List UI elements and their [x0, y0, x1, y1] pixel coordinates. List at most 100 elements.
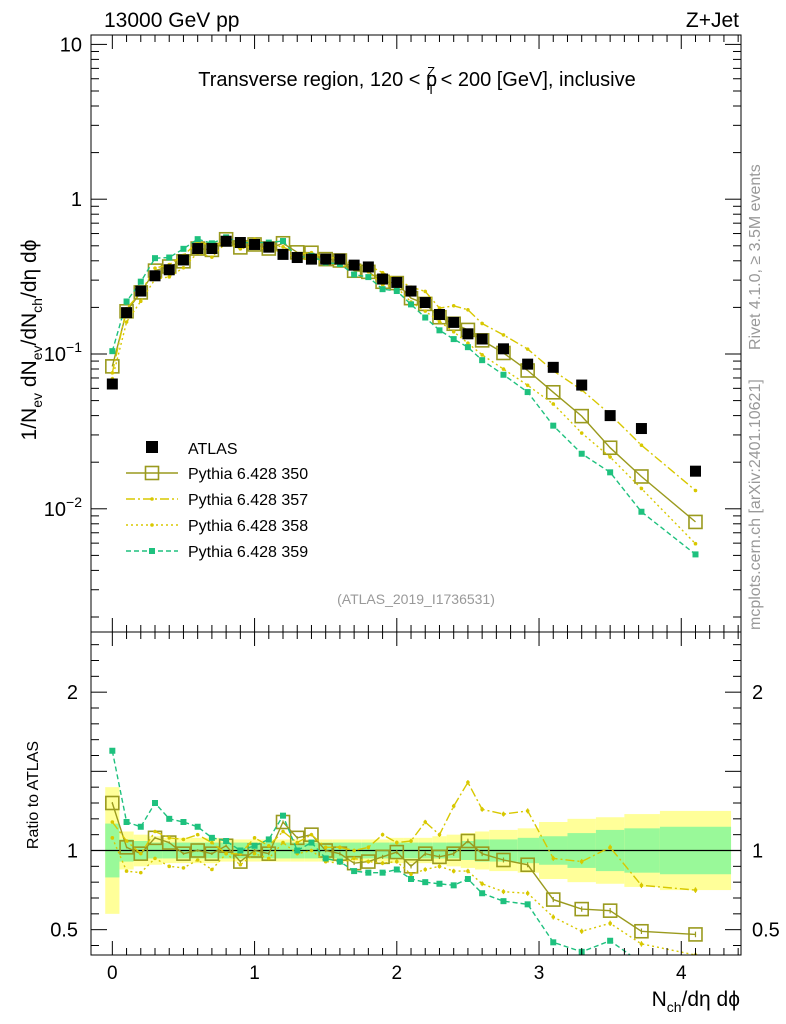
- ratio-point-3: [550, 939, 557, 946]
- data-point: [448, 316, 460, 328]
- series-point-1: [480, 321, 484, 326]
- ratio-point-2: [608, 921, 612, 926]
- series-point-3: [194, 236, 201, 243]
- main-plot-panel: 10 1 10−1 10−2 Transverse region, 120 < pZ T…: [18, 34, 742, 633]
- ratio-point-0: [133, 846, 149, 861]
- series-point-1: [437, 306, 442, 310]
- ratio-point-3: [123, 819, 130, 825]
- ratio-point-0: [432, 849, 447, 865]
- data-point: [419, 297, 431, 309]
- ratio-point-3: [237, 847, 244, 854]
- ratio-point-2: [252, 851, 257, 856]
- ratio-point-3: [379, 869, 386, 876]
- ratio-point-3: [607, 937, 614, 944]
- ratio-point-1: [579, 859, 584, 864]
- ratio-point-2: [153, 856, 157, 861]
- series-point-3: [152, 255, 159, 262]
- ratio-point-3: [479, 890, 486, 897]
- ratio-point-2: [266, 856, 271, 861]
- ratio-point-1: [153, 829, 157, 834]
- ratio-point-1: [409, 839, 413, 843]
- ratio-point-2: [238, 862, 243, 867]
- series-point-2: [579, 431, 584, 435]
- ratio-point-0: [403, 859, 419, 874]
- series-point-3: [524, 389, 531, 396]
- ratio-point-2: [380, 861, 385, 865]
- legend-marker-1: [150, 497, 154, 501]
- ratio-point-2: [352, 856, 356, 861]
- x-tick-label: 3: [534, 963, 545, 984]
- y-tick-label: 1: [71, 189, 82, 211]
- data-point: [522, 358, 534, 370]
- data-point: [234, 237, 246, 249]
- ratio-point-2: [138, 870, 143, 875]
- ratio-point-1: [323, 845, 328, 850]
- ratio-point-2: [525, 891, 530, 896]
- series-point-2: [167, 275, 172, 279]
- process-label: Z+Jet: [686, 9, 739, 32]
- ratio-point-2: [501, 889, 506, 894]
- ratio-point-2: [480, 881, 484, 886]
- ratio-point-3: [692, 960, 698, 966]
- ratio-point-0: [688, 927, 703, 942]
- series-point-3: [607, 469, 614, 476]
- data-point: [476, 333, 488, 345]
- series-point-3: [436, 327, 443, 334]
- ratio-point-0: [361, 854, 376, 869]
- series-point-1: [501, 333, 506, 337]
- series-point-3: [109, 348, 116, 355]
- ratio-point-3: [464, 876, 471, 882]
- ratio-point-3: [223, 838, 230, 844]
- series-point-2: [525, 383, 530, 388]
- ratio-point-3: [393, 866, 400, 873]
- ratio-point-1: [210, 840, 214, 845]
- series-point-3: [578, 450, 585, 457]
- ratio-point-2: [437, 864, 442, 869]
- ratio-point-1: [281, 829, 285, 834]
- ratio-point-2: [281, 840, 285, 845]
- ratio-point-1: [466, 780, 470, 785]
- ratio-point-3: [294, 847, 301, 854]
- series-point-2: [608, 455, 612, 459]
- ratio-point-1: [423, 820, 428, 824]
- data-point: [220, 235, 232, 247]
- ratio-point-0: [574, 901, 590, 917]
- series-point-3: [450, 336, 457, 343]
- ratio-point-2: [579, 929, 584, 934]
- data-point: [362, 261, 374, 273]
- analysis-label: (ATLAS_2019_I1736531): [337, 591, 495, 607]
- data-point: [177, 254, 189, 266]
- series-point-2: [501, 367, 506, 371]
- ratio-point-2: [167, 864, 172, 869]
- ratio-tick-label-left: 0.5: [50, 920, 78, 942]
- ratio-point-2: [224, 851, 228, 856]
- ratio-point-3: [166, 815, 173, 822]
- ratio-tick-label-right: 0.5: [752, 920, 780, 942]
- ratio-point-0: [496, 852, 511, 868]
- ratio-point-3: [322, 855, 329, 862]
- series-point-1: [423, 289, 428, 294]
- ratio-point-0: [417, 846, 433, 861]
- ratio-point-1: [380, 832, 385, 837]
- series-point-2: [480, 353, 484, 357]
- ratio-point-3: [308, 839, 315, 846]
- ratio-point-2: [451, 869, 456, 873]
- ratio-point-0: [634, 923, 649, 939]
- series-point-2: [451, 329, 456, 334]
- ratio-point-3: [336, 858, 343, 865]
- ratio-point-2: [110, 836, 115, 840]
- data-point: [497, 343, 509, 355]
- legend-marker-2: [150, 523, 154, 527]
- data-point: [121, 307, 133, 319]
- ratio-point-2: [551, 915, 556, 919]
- series-point-0: [634, 469, 649, 484]
- legend-atlas-label: ATLAS: [188, 441, 238, 458]
- ratio-point-0: [176, 846, 191, 861]
- ratio-point-0: [105, 795, 120, 811]
- ratio-point-2: [409, 872, 413, 877]
- ratio-plot-frame: [90, 631, 742, 956]
- ratio-point-3: [422, 879, 429, 886]
- data-point: [405, 285, 417, 297]
- x-tick-label: 4: [676, 963, 687, 984]
